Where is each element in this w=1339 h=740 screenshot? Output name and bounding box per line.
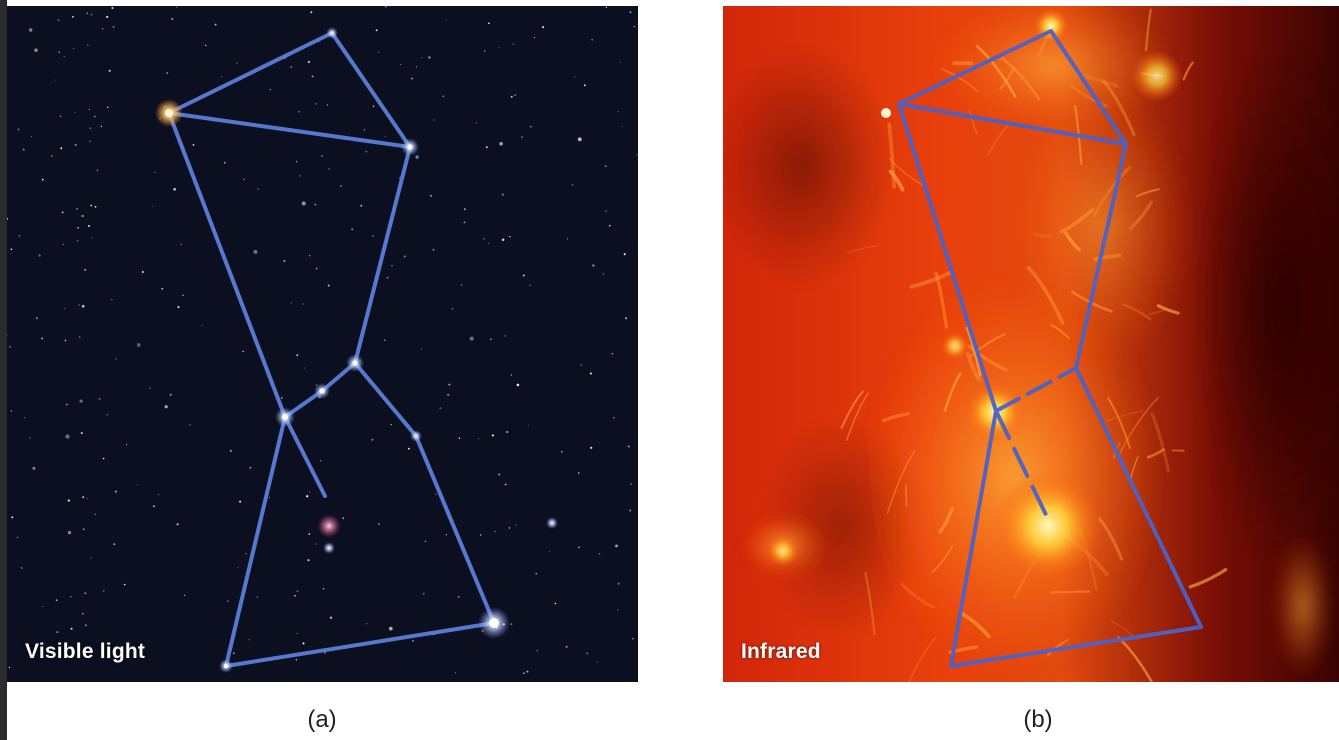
caption-b: (b) <box>1023 706 1053 733</box>
visible-light-image <box>7 6 638 682</box>
infrared-image <box>723 6 1339 682</box>
orion-constellation-lines-infrared <box>897 29 1203 668</box>
infrared-label: Infrared <box>741 640 821 663</box>
left-edge-strip <box>0 0 7 740</box>
caption-a: (a) <box>307 706 337 733</box>
visible-light-panel: Visible light <box>7 6 638 682</box>
infrared-panel: Infrared <box>723 6 1339 682</box>
background-stars <box>7 6 638 674</box>
bright-stars <box>155 27 558 673</box>
visible-light-label: Visible light <box>25 640 146 663</box>
